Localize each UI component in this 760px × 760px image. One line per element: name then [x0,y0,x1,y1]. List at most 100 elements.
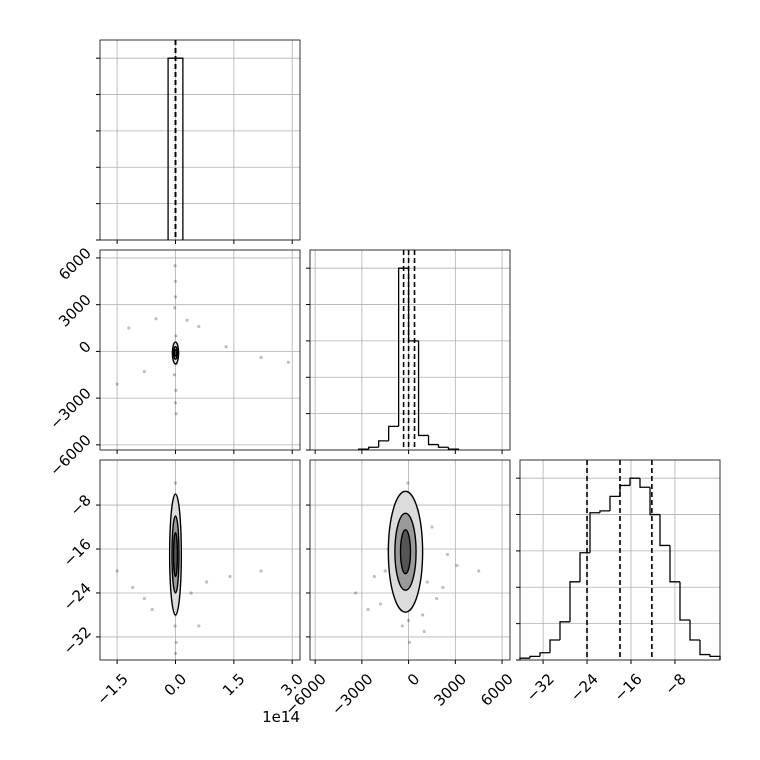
histogram-bin [639,478,650,488]
histogram-bin [709,654,721,660]
scatter-point [131,585,135,590]
scatter-point [259,356,263,360]
scatter-point [455,563,459,568]
scatter-point [205,580,209,584]
y-tick-label: −6000 [46,431,95,480]
scatter-point [406,618,411,623]
x-tick-label: −16 [611,670,646,705]
scatter-point [185,318,189,322]
histogram-bin [529,655,540,659]
histogram-bin [549,639,560,653]
scatter-point [197,624,201,628]
x-tick-label: 3000 [430,670,470,710]
histogram-bin [388,425,399,441]
scatter-point [173,651,178,656]
scatter-point [142,596,146,601]
contour [172,531,179,578]
scatter-point [435,596,439,601]
scatter-point [366,607,370,612]
axes-frame [99,459,301,661]
scatter-point [286,360,290,364]
y-tick-label: 0 [75,338,94,357]
y-tick-label: −3000 [46,384,95,433]
scatter-point [421,613,425,617]
y-tick-label: −32 [60,623,95,658]
x-tick-label: −32 [523,670,558,705]
x-tick-label: −1.5 [93,670,131,708]
scatter-point [173,401,178,405]
x-tick-label: −24 [567,670,602,705]
histogram-bin [619,484,630,497]
scatter-point [425,580,429,584]
histogram-bin [679,581,690,621]
scatter-point [383,569,387,573]
scatter-point [173,306,177,310]
scatter-point [142,370,146,374]
axes-frame [99,249,301,451]
histogram-bin [629,477,640,486]
histogram-bin [699,640,710,656]
scatter-point [173,264,177,268]
scatter-point [189,591,193,595]
histogram-bin [569,581,580,622]
scatter-point [150,607,154,612]
x-tick-label: −8 [661,670,689,698]
scatter-point [115,382,119,386]
histogram-bin [579,552,590,582]
scatter-point [154,317,158,321]
scatter-point [259,569,263,573]
scatter-point [197,324,201,329]
contour [173,349,178,357]
axes-frame [519,459,721,661]
histogram-bin [669,545,680,583]
scatter-point [174,334,178,338]
scatter-point [173,624,177,628]
scatter-point [228,574,232,579]
scatter-point [173,279,178,283]
scatter-point [407,640,411,645]
scatter-point [224,345,228,349]
histogram-bin [559,621,570,640]
scatter-point [372,574,376,579]
scatter-point [445,552,450,557]
scatter-point [378,602,383,606]
scatter-point [174,640,178,645]
histogram-bin [378,440,389,448]
scatter-point [174,412,178,416]
y-tick-label: 6000 [55,244,95,284]
x-tick-label: 1.5 [219,670,249,700]
scatter-point [115,569,119,573]
scatter-point [173,481,178,485]
scatter-point [422,629,426,634]
scatter-point [406,481,410,485]
histogram-bin [609,495,620,511]
axes-frame [99,39,301,241]
histogram-bin [417,340,429,437]
scatter-point [477,569,481,573]
scatter-point [430,525,434,529]
contour [399,529,412,575]
histogram-bin [599,510,610,513]
offset-text: 1e14 [262,708,300,726]
histogram-bin [437,444,449,448]
histogram-bin [689,620,700,641]
scatter-point [174,388,178,392]
y-tick-label: 3000 [55,291,95,331]
scatter-point [173,295,178,299]
x-tick-label: 0.0 [161,670,191,700]
scatter-point [400,624,404,628]
scatter-point [354,591,358,595]
histogram-bin [589,512,600,553]
histogram-bin [447,447,460,450]
x-tick-label: 0 [404,670,423,689]
y-tick-label: −8 [66,491,94,519]
y-tick-label: −24 [60,579,95,614]
histogram-bin [427,435,439,446]
axes-frame [309,459,511,661]
x-tick-label: 6000 [477,670,517,710]
scatter-point [172,373,176,377]
scatter-point [127,326,131,330]
scatter-point [441,585,445,590]
histogram-bin [539,652,550,657]
